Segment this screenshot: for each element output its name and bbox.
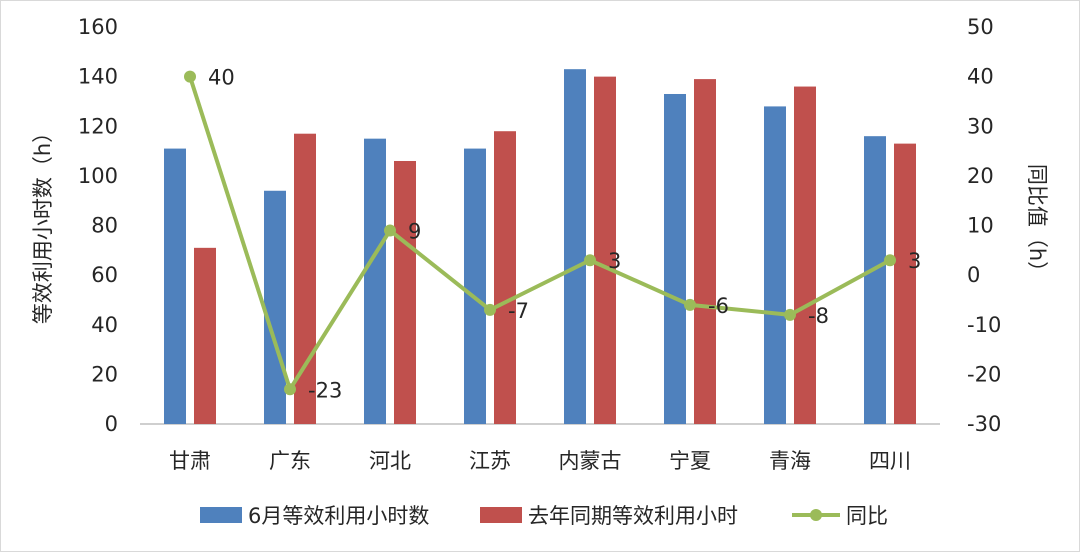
- y-tick-label: 80: [91, 214, 118, 238]
- line-data-label: 3: [608, 249, 621, 273]
- bar-series-2: [794, 86, 816, 425]
- y-tick-label: 160: [78, 15, 118, 39]
- y-tick-label: 0: [105, 412, 118, 436]
- bar-series-2: [494, 131, 516, 424]
- legend: 6月等效利用小时数 去年同期等效利用小时 同比: [200, 504, 888, 528]
- category-label: 广东: [269, 449, 311, 473]
- category-label: 青海: [769, 449, 811, 473]
- category-label: 内蒙古: [559, 449, 622, 473]
- legend-label-series-1: 6月等效利用小时数: [248, 504, 429, 528]
- line-data-label: 9: [408, 219, 421, 243]
- left-axis-ticks: 0 20 40 60 80 100 120 140 160: [78, 15, 118, 436]
- line-series-point: [784, 308, 796, 321]
- category-label: 河北: [369, 449, 411, 473]
- bar-series-2: [594, 76, 616, 424]
- legend-label-series-3: 同比: [846, 504, 888, 528]
- y2-tick-label: 30: [967, 114, 994, 138]
- category-label: 甘肃: [169, 449, 211, 473]
- line-series-point: [284, 383, 296, 396]
- bar-series-1: [264, 190, 286, 424]
- y2-tick-label: 50: [967, 15, 994, 39]
- legend-marker-series-3: [810, 509, 822, 521]
- bar-series-2: [894, 143, 916, 424]
- line-series-point: [884, 254, 896, 267]
- line-data-label: 3: [908, 249, 921, 273]
- line-series-point: [484, 303, 496, 316]
- y2-tick-label: 40: [967, 65, 994, 89]
- bar-series-1: [364, 138, 386, 424]
- bars-group: [164, 69, 916, 425]
- line-series-point: [584, 254, 596, 267]
- y2-tick-label: 10: [967, 214, 994, 238]
- y-tick-label: 60: [91, 263, 118, 287]
- y2-axis-title: 同比值（h）: [1025, 164, 1049, 282]
- bar-series-2: [694, 79, 716, 424]
- line-series-point: [184, 70, 196, 83]
- y2-tick-label: -20: [967, 362, 1001, 386]
- y-tick-label: 20: [91, 362, 118, 386]
- y-tick-label: 120: [78, 114, 118, 138]
- bar-series-1: [564, 69, 586, 425]
- line-data-label: -8: [808, 304, 829, 328]
- category-label: 四川: [869, 449, 911, 473]
- legend-label-series-2: 去年同期等效利用小时: [528, 504, 738, 528]
- bar-series-1: [864, 136, 886, 425]
- line-data-label: -7: [508, 299, 529, 323]
- category-labels: 甘肃 广东 河北 江苏 内蒙古 宁夏 青海 四川: [169, 449, 911, 473]
- line-series-group: 40 -23 9 -7 3 -6 -8 3: [184, 66, 921, 402]
- y2-tick-label: -30: [967, 412, 1001, 436]
- bar-series-2: [394, 160, 416, 425]
- y2-tick-label: -10: [967, 313, 1001, 337]
- line-series-point: [384, 224, 396, 237]
- bar-series-2: [194, 247, 216, 424]
- bar-series-1: [664, 93, 686, 425]
- line-data-label: -6: [708, 294, 729, 318]
- line-series-path: [188, 76, 891, 392]
- bar-series-2: [294, 133, 316, 424]
- y-tick-label: 100: [78, 164, 118, 188]
- y-axis-title: 等效利用小时数（h）: [31, 122, 55, 324]
- line-series-point: [684, 298, 696, 311]
- category-label: 宁夏: [669, 449, 711, 473]
- category-label: 江苏: [469, 449, 511, 473]
- y2-tick-label: 0: [967, 263, 980, 287]
- bar-series-1: [164, 148, 186, 425]
- right-axis-ticks: -30 -20 -10 0 10 20 30 40 50: [967, 15, 1001, 436]
- line-data-label: -23: [308, 378, 342, 402]
- bar-series-1: [764, 106, 786, 425]
- y2-tick-label: 20: [967, 164, 994, 188]
- legend-swatch-series-1: [200, 507, 242, 523]
- y-tick-label: 40: [91, 313, 118, 337]
- line-data-label: 40: [208, 66, 235, 90]
- legend-swatch-series-2: [480, 507, 522, 523]
- y-tick-label: 140: [78, 65, 118, 89]
- bar-series-1: [464, 148, 486, 425]
